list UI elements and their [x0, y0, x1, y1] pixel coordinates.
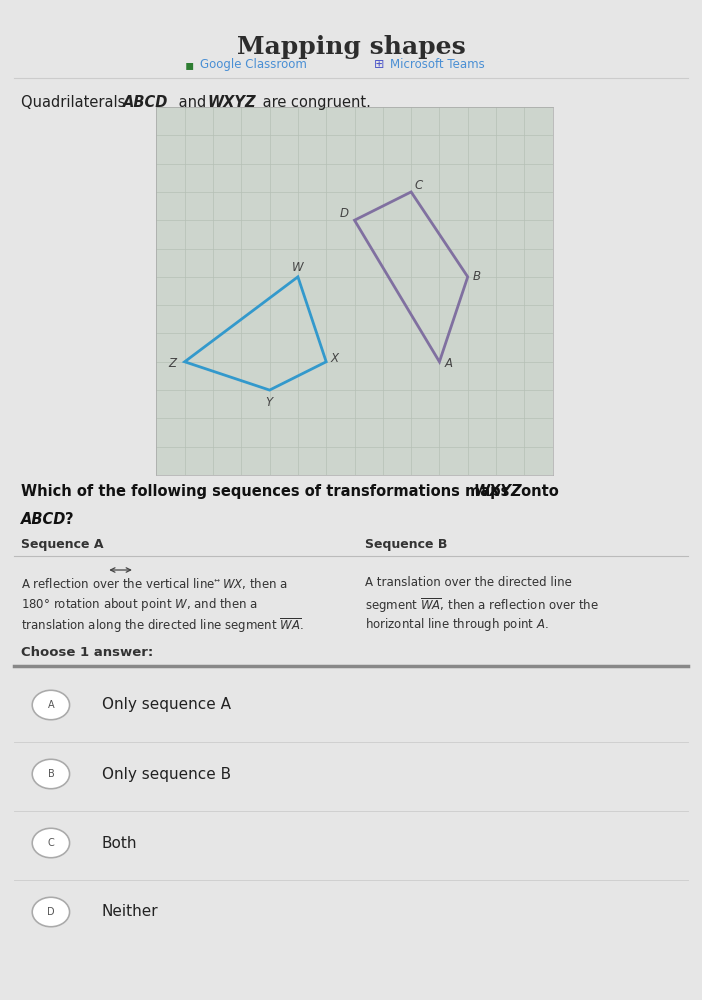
- Text: ▪: ▪: [185, 58, 194, 72]
- Text: $D$: $D$: [339, 207, 350, 220]
- Text: D: D: [47, 907, 55, 917]
- Text: Both: Both: [102, 836, 138, 850]
- Circle shape: [32, 828, 69, 858]
- Text: B: B: [48, 769, 54, 779]
- Circle shape: [32, 897, 69, 927]
- Text: A: A: [48, 700, 54, 710]
- Text: WXYZ: WXYZ: [207, 95, 256, 110]
- Text: Which of the following sequences of transformations maps: Which of the following sequences of tran…: [21, 484, 515, 499]
- Text: $C$: $C$: [414, 179, 424, 192]
- Text: $Z$: $Z$: [168, 357, 178, 370]
- Text: $B$: $B$: [472, 270, 482, 283]
- Text: Sequence B: Sequence B: [365, 538, 447, 551]
- Text: Microsoft Teams: Microsoft Teams: [390, 58, 484, 71]
- Text: 180° rotation about point $W$, and then a: 180° rotation about point $W$, and then …: [21, 596, 258, 613]
- Text: ABCD: ABCD: [123, 95, 168, 110]
- Text: horizontal line through point $A$.: horizontal line through point $A$.: [365, 616, 549, 633]
- Text: Google Classroom: Google Classroom: [200, 58, 307, 71]
- Text: $X$: $X$: [331, 352, 341, 365]
- Text: A reflection over the vertical line $\overleftrightarrow{WX}$, then a: A reflection over the vertical line $\ov…: [21, 576, 288, 591]
- Text: ?: ?: [65, 512, 74, 527]
- Text: $W$: $W$: [291, 261, 305, 274]
- Circle shape: [32, 759, 69, 789]
- Text: and: and: [174, 95, 211, 110]
- Text: are congruent.: are congruent.: [258, 95, 371, 110]
- Text: Only sequence B: Only sequence B: [102, 766, 231, 782]
- Text: Choose 1 answer:: Choose 1 answer:: [21, 646, 153, 659]
- Text: segment $\overline{WA}$, then a reflection over the: segment $\overline{WA}$, then a reflecti…: [365, 596, 599, 615]
- Text: onto: onto: [516, 484, 559, 499]
- Text: ⊞: ⊞: [374, 58, 384, 71]
- Text: $Y$: $Y$: [265, 396, 275, 409]
- Circle shape: [32, 690, 69, 720]
- Text: translation along the directed line segment $\overline{WA}$.: translation along the directed line segm…: [21, 616, 304, 635]
- Text: WXYZ: WXYZ: [474, 484, 522, 499]
- Text: Only sequence A: Only sequence A: [102, 698, 231, 712]
- Text: $A$: $A$: [444, 357, 453, 370]
- Text: C: C: [48, 838, 54, 848]
- Text: Neither: Neither: [102, 904, 159, 920]
- Text: A translation over the directed line: A translation over the directed line: [365, 576, 572, 589]
- Text: Sequence A: Sequence A: [21, 538, 104, 551]
- Text: Quadrilaterals: Quadrilaterals: [21, 95, 130, 110]
- Text: Mapping shapes: Mapping shapes: [237, 35, 465, 59]
- Text: ABCD: ABCD: [21, 512, 67, 527]
